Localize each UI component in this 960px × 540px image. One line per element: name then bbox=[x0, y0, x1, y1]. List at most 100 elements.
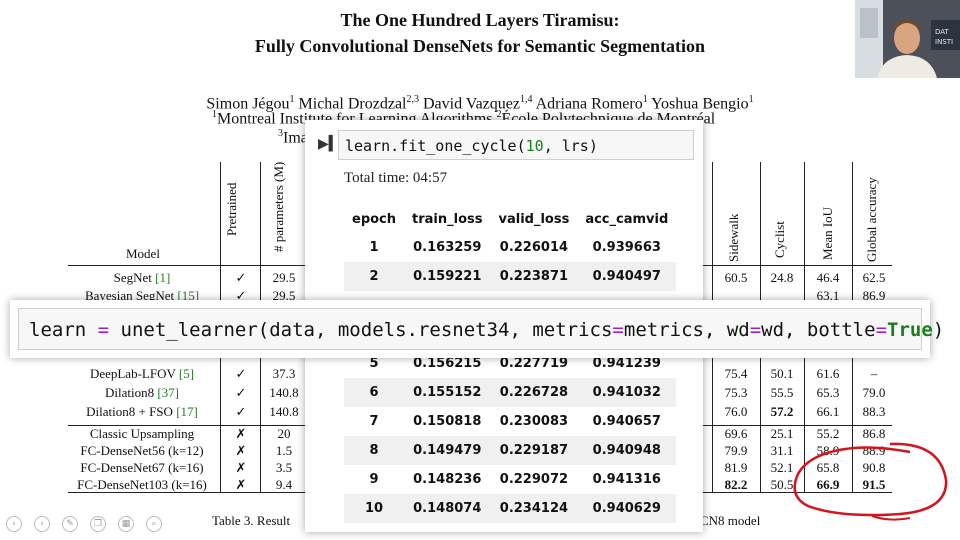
table-cell-pretrained: ✓ bbox=[235, 288, 247, 303]
back-icon[interactable]: ‹ bbox=[6, 516, 22, 532]
citation-link[interactable]: [1] bbox=[155, 270, 171, 285]
results-cell: 8 bbox=[344, 436, 405, 465]
citation-link[interactable]: [5] bbox=[178, 366, 195, 381]
table-cell-sidewalk: 69.6 bbox=[724, 426, 748, 441]
code-cell-fit[interactable]: learn.fit_one_cycle(10, lrs) bbox=[338, 130, 694, 160]
code-operator: = bbox=[612, 319, 624, 341]
results-cell: 0.940657 bbox=[592, 414, 661, 429]
results-column-header: train_loss bbox=[412, 211, 483, 227]
table-cell-miou: 66.1 bbox=[816, 404, 840, 419]
code-cell-editor[interactable]: learn = unet_learner(data, models.resnet… bbox=[18, 308, 944, 350]
code-cell-unet[interactable]: learn = unet_learner(data, models.resnet… bbox=[10, 300, 944, 358]
results-cell: 0.156215 bbox=[413, 356, 482, 371]
code-operator: = bbox=[97, 319, 110, 341]
code-text: unet_learner(data, models.resnet34, metr… bbox=[109, 319, 613, 341]
results-cell: 0.941316 bbox=[592, 472, 661, 487]
citation-link[interactable]: [37] bbox=[157, 385, 180, 400]
code-number: 10 bbox=[525, 137, 544, 155]
col-header-cyclist: Cyclist bbox=[772, 221, 787, 258]
col-header-miou: Mean IoU bbox=[820, 206, 835, 260]
results-cell: 0.229187 bbox=[490, 436, 578, 465]
author-affil-sup: 2,3 bbox=[406, 94, 419, 105]
results-cell: 0.941239 bbox=[592, 356, 661, 371]
results-cell: 0.234124 bbox=[490, 494, 578, 523]
table-cell-pretrained: ✓ bbox=[235, 270, 247, 285]
table-cell-miou: 65.8 bbox=[816, 460, 840, 475]
copy-icon[interactable]: ❐ bbox=[90, 516, 106, 532]
caption-left: Table 3. Result bbox=[212, 513, 291, 528]
results-cell: 0.939663 bbox=[592, 240, 661, 255]
search-icon[interactable]: ⌕ bbox=[146, 516, 162, 532]
results-cell: 0.941032 bbox=[577, 378, 677, 407]
table-row-model: DeepLab-LFOV [5] bbox=[89, 366, 195, 381]
affil-sup2: 2 bbox=[496, 109, 502, 120]
author-name: David Vazquez bbox=[422, 95, 520, 113]
table-cell-sidewalk: 76.0 bbox=[724, 404, 748, 419]
results-cell: 0.230083 bbox=[499, 414, 569, 429]
pen-icon[interactable]: ✎ bbox=[62, 516, 78, 532]
webcam-video: DAT INSTI bbox=[855, 0, 960, 78]
author-affil-sup: 1 bbox=[289, 94, 295, 105]
svg-text:DAT: DAT bbox=[935, 28, 950, 36]
total-time: Total time: 04:57 bbox=[344, 170, 448, 186]
table-cell-pretrained: ✗ bbox=[235, 443, 247, 458]
table-cell-cyclist: 57.2 bbox=[770, 404, 794, 419]
table-row: 2 0.159221 0.223871 0.940497 bbox=[344, 262, 677, 291]
col-header-pretrained: Pretrained bbox=[224, 182, 239, 236]
col-header-sidewalk: Sidewalk bbox=[726, 213, 741, 262]
results-cell: 7 bbox=[369, 414, 379, 429]
table-row-model: Classic Upsampling bbox=[89, 426, 195, 441]
results-cell: 2 bbox=[344, 262, 405, 291]
results-column-header: epoch bbox=[352, 211, 397, 227]
table-cell-params: 29.5 bbox=[272, 270, 296, 285]
table-row-model: Dilation8 + FSO [17] bbox=[86, 404, 198, 419]
table-row-model: Dilation8 [37] bbox=[104, 385, 180, 400]
citation-link[interactable]: [15] bbox=[177, 288, 200, 303]
paper-title-line1: The One Hundred Layers Tiramisu: bbox=[340, 10, 620, 30]
results-cell: 0.226728 bbox=[490, 378, 578, 407]
results-cell: 0.150818 bbox=[413, 414, 482, 429]
table-row-model: FC-DenseNet67 (k=16) bbox=[80, 460, 204, 475]
results-cell: 0.163259 bbox=[413, 240, 482, 255]
table-cell-global-acc: 79.0 bbox=[862, 385, 886, 400]
table-cell-pretrained: ✓ bbox=[235, 385, 247, 400]
author-list: Simon Jégou1 Michal Drozdzal2,3 David Va… bbox=[0, 90, 960, 114]
table-cell-cyclist: 31.1 bbox=[770, 443, 794, 458]
results-cell: 6 bbox=[344, 378, 405, 407]
table-row: 6 0.155152 0.226728 0.941032 bbox=[344, 378, 677, 407]
table-cell-pretrained: ✗ bbox=[235, 477, 247, 492]
affil3-sup: 3 bbox=[278, 128, 283, 139]
grid-icon[interactable]: ▦ bbox=[118, 516, 134, 532]
table-cell-miou: 65.3 bbox=[816, 385, 840, 400]
table-cell-global-acc: 90.8 bbox=[862, 460, 886, 475]
table-row-model: SegNet [1] bbox=[113, 270, 171, 285]
results-cell: 0.223871 bbox=[490, 262, 578, 291]
author-name: Adriana Romero bbox=[535, 95, 643, 113]
table-cell-cyclist: 25.1 bbox=[770, 426, 794, 441]
table-cell-miou: 46.4 bbox=[816, 270, 840, 285]
table-cell-params: 140.8 bbox=[269, 385, 299, 400]
results-header-row: epoch train_loss valid_loss acc_camvid bbox=[344, 205, 676, 233]
table-cell-cyclist: 50.1 bbox=[770, 366, 794, 381]
affiliation-line3: 3Ima bbox=[278, 128, 308, 147]
citation-link[interactable]: [17] bbox=[176, 404, 198, 419]
table-row: 9 0.148236 0.229072 0.941316 bbox=[344, 465, 676, 494]
table-cell-global-acc: 86.9 bbox=[862, 288, 886, 303]
col-header-global-acc: Global accuracy bbox=[864, 177, 879, 262]
forward-icon[interactable]: › bbox=[34, 516, 50, 532]
affil-sup: 1 bbox=[212, 109, 217, 120]
table-cell-pretrained: ✗ bbox=[235, 460, 247, 475]
table-cell-miou: 66.9 bbox=[816, 477, 840, 492]
run-cell-icon[interactable]: ▶▍ bbox=[318, 137, 340, 152]
table-row: 5 0.156215 0.227719 0.941239 bbox=[344, 349, 676, 378]
table-cell-miou: 61.6 bbox=[816, 366, 840, 381]
table-cell-global-acc: 86.8 bbox=[862, 426, 886, 441]
code-text: metrics, wd bbox=[623, 319, 750, 341]
table-cell-miou: 55.2 bbox=[816, 426, 840, 441]
results-cell: 0.227719 bbox=[499, 356, 569, 371]
paper-title-line2: Fully Convolutional DenseNets for Semant… bbox=[254, 36, 706, 56]
table-cell-miou: 63.1 bbox=[816, 288, 840, 303]
red-annotation-circle bbox=[793, 442, 948, 521]
table-cell-params: 3.5 bbox=[275, 460, 293, 475]
results-cell: 1 bbox=[369, 240, 379, 255]
